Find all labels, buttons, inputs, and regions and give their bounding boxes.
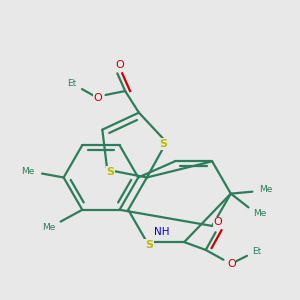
Text: Me: Me bbox=[260, 185, 273, 194]
Text: O: O bbox=[213, 218, 222, 227]
Text: Me: Me bbox=[254, 209, 267, 218]
Text: S: S bbox=[160, 139, 167, 149]
Text: Et: Et bbox=[68, 79, 77, 88]
Text: NH: NH bbox=[154, 226, 170, 237]
Text: Me: Me bbox=[22, 167, 35, 176]
Text: O: O bbox=[227, 259, 236, 269]
Text: O: O bbox=[115, 59, 124, 70]
Text: Me: Me bbox=[42, 223, 56, 232]
Text: Et: Et bbox=[252, 248, 261, 256]
Text: O: O bbox=[93, 93, 102, 103]
Text: S: S bbox=[145, 240, 153, 250]
Text: S: S bbox=[106, 167, 114, 177]
